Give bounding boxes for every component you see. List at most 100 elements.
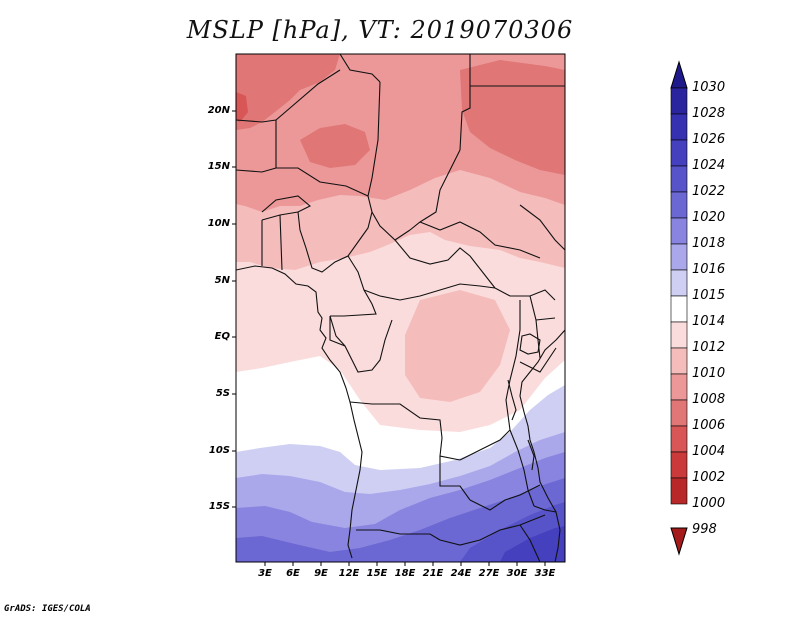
lat-label: 15N	[207, 161, 230, 172]
lat-label: 5S	[215, 388, 230, 399]
border-niger-chad	[367, 81, 381, 197]
field-1006-nw	[236, 54, 340, 130]
border-nigeria	[297, 211, 373, 273]
border-kenya-tanzania	[519, 347, 557, 373]
border-ethiopia	[519, 204, 565, 251]
lon-label: 15E	[366, 568, 388, 579]
colorbar-box	[670, 451, 688, 479]
country-borders	[236, 54, 565, 562]
colorbar-label: 1026	[692, 132, 726, 147]
lon-label: 21E	[422, 568, 444, 579]
colorbar-box	[670, 321, 688, 349]
axis-ticks	[232, 110, 546, 566]
coastline-east	[519, 329, 565, 562]
colorbar-label: 998	[692, 522, 717, 537]
lon-label: 33E	[534, 568, 556, 579]
border-gabon	[329, 316, 346, 347]
border-zambia	[459, 429, 541, 511]
border-angola-zambia	[439, 456, 471, 501]
colorbar-label: 1010	[692, 366, 726, 381]
border-malawi	[509, 429, 535, 507]
colorbar-label: 1008	[692, 392, 726, 407]
colorbar-boxes	[670, 87, 688, 505]
border-ghana-togo	[261, 214, 283, 271]
colorbar-label: 1016	[692, 262, 726, 277]
colorbar-box	[670, 425, 688, 453]
colorbar-label: 1015	[692, 288, 726, 303]
lon-label: 24E	[450, 568, 472, 579]
colorbar-box	[670, 217, 688, 245]
border-mauritania	[236, 167, 277, 173]
colorbar-box	[670, 399, 688, 427]
lat-label: 5N	[214, 275, 230, 286]
lon-label: 9E	[314, 568, 328, 579]
colorbar-box	[670, 477, 688, 505]
colorbar-box	[670, 113, 688, 141]
colorbar-label: 1012	[692, 340, 726, 355]
field-1006-center	[300, 124, 370, 168]
colorbar-box	[670, 165, 688, 193]
border-drc-east	[505, 300, 521, 431]
border-sudan-ssudan	[419, 221, 541, 259]
colorbar-label: 1002	[692, 470, 726, 485]
colorbar-label: 1000	[692, 496, 726, 511]
field-1010-central	[405, 290, 510, 402]
lake-malawi	[527, 439, 535, 471]
border-cameroon	[330, 255, 377, 317]
border-angola-namibia	[356, 529, 441, 541]
lon-label: 18E	[394, 568, 416, 579]
border-mali-niger	[275, 120, 369, 197]
coastline-west	[236, 265, 363, 559]
colorbar-label: 1004	[692, 444, 726, 459]
lat-label: 10N	[207, 218, 230, 229]
map-title: MSLP [hPa], VT: 2019070306	[186, 16, 574, 44]
colorbar-bottom-triangle	[670, 527, 688, 556]
colorbar-label: 1006	[692, 418, 726, 433]
colorbar-label: 1020	[692, 210, 726, 225]
colorbar-label: 1014	[692, 314, 726, 329]
lon-label: 6E	[286, 568, 300, 579]
border-algeria-mali	[236, 69, 341, 123]
lon-label: 12E	[338, 568, 360, 579]
colorbar-box	[670, 373, 688, 401]
colorbar-label: 1030	[692, 80, 726, 95]
colorbar-label: 1018	[692, 236, 726, 251]
border-angola-drc	[349, 401, 461, 461]
colorbar-label: 1028	[692, 106, 726, 121]
colorbar	[670, 60, 688, 556]
border-mozambique	[519, 505, 557, 562]
map-frame	[235, 53, 566, 563]
lat-label: 20N	[207, 105, 230, 116]
border-car-north	[394, 239, 496, 289]
lake-tanganyika	[507, 379, 517, 421]
lat-label: 10S	[208, 445, 230, 456]
border-chad-sudan	[409, 149, 461, 231]
border-congo	[329, 315, 393, 373]
border-zambia-zimbabwe	[439, 514, 546, 546]
lat-label: 15S	[208, 501, 230, 512]
border-chad-car	[367, 195, 411, 241]
border-car-south	[363, 283, 496, 301]
colorbar-box	[670, 87, 688, 115]
colorbar-top-triangle	[670, 60, 688, 89]
lon-label: 27E	[478, 568, 500, 579]
colorbar-label: 1024	[692, 158, 726, 173]
border-libya-chad	[459, 54, 471, 151]
field-1006-ne	[460, 60, 565, 175]
lon-label: 3E	[258, 568, 272, 579]
field-1024-east	[500, 526, 565, 562]
colorbar-box	[670, 347, 688, 375]
border-niger-north	[339, 54, 381, 83]
lon-label: 30E	[506, 568, 528, 579]
colorbar-box	[670, 139, 688, 167]
lat-label: EQ	[214, 331, 230, 342]
grads-credit: GrADS: IGES/COLA	[4, 604, 91, 614]
colorbar-box	[670, 269, 688, 297]
colorbar-box	[670, 243, 688, 271]
lake-victoria	[519, 333, 541, 355]
field-1004-nwcorner	[236, 92, 248, 122]
colorbar-box	[670, 191, 688, 219]
colorbar-box	[670, 295, 688, 323]
colorbar-label: 1022	[692, 184, 726, 199]
